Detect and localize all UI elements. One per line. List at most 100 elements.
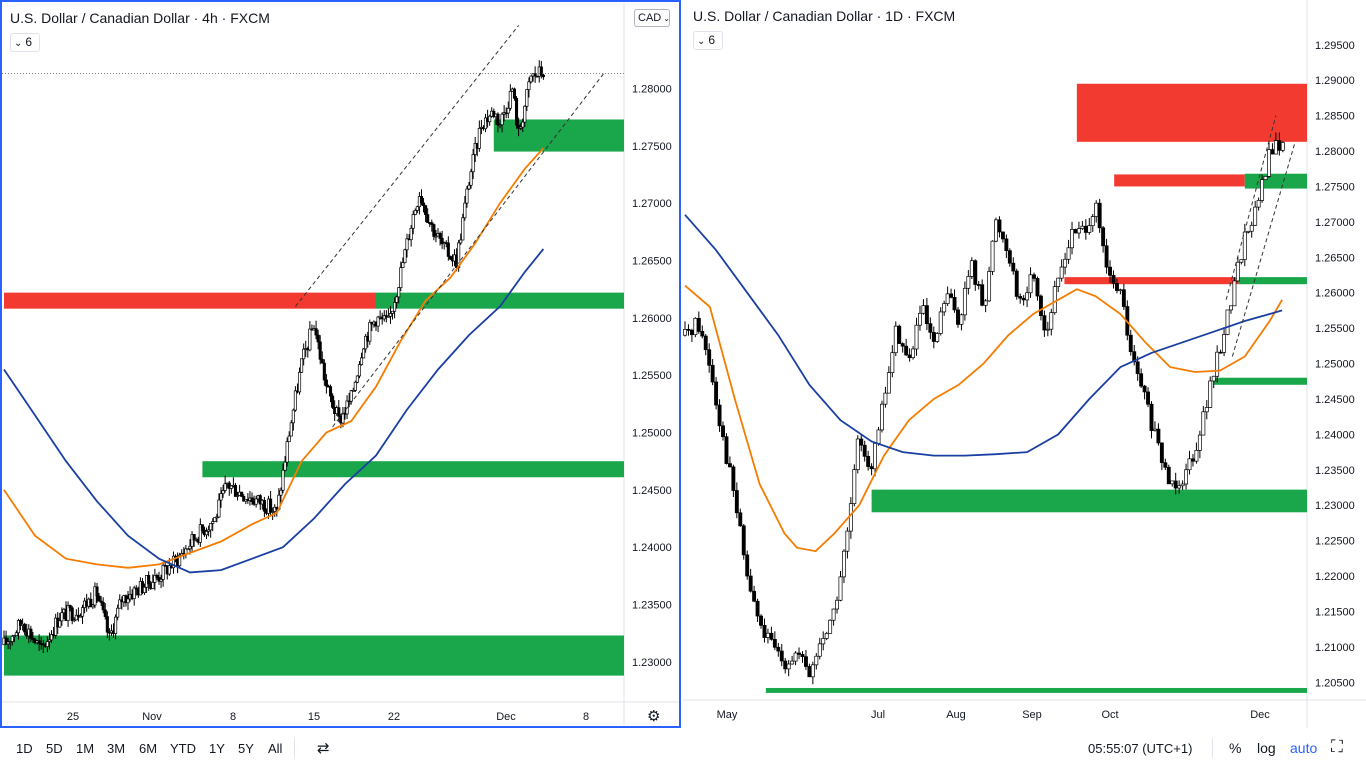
candle-body <box>240 491 244 497</box>
candle-body <box>4 637 8 645</box>
candle-body <box>797 652 801 655</box>
fullscreen-icon[interactable]: ⛶ <box>1331 737 1343 756</box>
candle-body <box>242 496 246 502</box>
candle-body <box>790 660 795 665</box>
candle-body <box>66 605 70 621</box>
candle-body <box>471 154 475 173</box>
candle-body <box>217 499 221 518</box>
candle-body <box>752 590 757 602</box>
currency-selector[interactable]: CAD ⌄ <box>634 9 670 27</box>
left-chart-canvas[interactable]: 1.28000 1.27500 1.27000 1.26500 1.26000 1.255… <box>2 2 679 726</box>
price-tick-label: 1.25500 <box>1315 323 1355 335</box>
candle-body <box>1070 229 1074 249</box>
candle-body <box>1004 238 1009 252</box>
price-tick-label: 1.27000 <box>632 198 672 210</box>
price-tick-label: 1.23000 <box>632 657 672 669</box>
candle-body <box>521 121 525 128</box>
candle-body <box>215 516 219 519</box>
candle-body <box>293 390 297 411</box>
candle-body <box>918 312 922 326</box>
candle-body <box>1235 261 1240 282</box>
candle-body <box>316 334 320 343</box>
candle-body <box>686 328 691 331</box>
candle-body <box>1232 280 1237 307</box>
candle-body <box>1132 351 1137 363</box>
candle-body <box>1059 266 1064 279</box>
trendline[interactable] <box>332 71 606 428</box>
candle-body <box>969 260 974 277</box>
candle-body <box>349 390 353 402</box>
candle-body <box>101 602 105 611</box>
range-button-5y[interactable]: 5Y <box>238 741 254 756</box>
candle-body <box>883 392 888 405</box>
range-button-1y[interactable]: 1Y <box>209 741 225 756</box>
candle-body <box>983 300 988 306</box>
left-chart-panel[interactable]: 1.28000 1.27500 1.27000 1.26500 1.26000 1.255… <box>0 0 681 728</box>
candle-body <box>211 521 215 524</box>
candle-body <box>1094 202 1099 217</box>
auto-toggle[interactable]: auto <box>1290 740 1318 756</box>
candle-body <box>132 587 136 599</box>
right-chart-panel[interactable]: 1.29500 1.29000 1.28500 1.28000 1.27500 1.270… <box>683 0 1366 728</box>
gear-icon[interactable]: ⚙ <box>647 708 661 725</box>
candle-body <box>390 310 395 314</box>
range-button-all[interactable]: All <box>268 741 283 756</box>
clock-time[interactable]: 05:55:07 (UTC+1) <box>1088 741 1193 756</box>
range-button-3m[interactable]: 3M <box>107 741 126 756</box>
time-tick-label: 15 <box>308 711 320 723</box>
candle-body <box>219 493 223 501</box>
candle-body <box>952 297 957 311</box>
candle-body <box>254 498 258 505</box>
right-chart-canvas[interactable]: 1.29500 1.29000 1.28500 1.28000 1.27500 1.270… <box>683 0 1366 728</box>
compare-icon[interactable]: ⇄ <box>317 740 330 757</box>
candle-body <box>395 296 399 303</box>
candle-body <box>41 643 45 646</box>
candle-body <box>1156 428 1161 444</box>
candle-body <box>285 441 289 463</box>
candle-body <box>465 188 469 204</box>
range-button-1m[interactable]: 1M <box>76 741 95 756</box>
candle-body <box>1208 380 1213 408</box>
trendline[interactable] <box>295 25 519 307</box>
time-tick-label: 8 <box>583 711 589 723</box>
candle-body <box>1149 403 1154 431</box>
candle-body <box>357 364 362 377</box>
candle-body <box>1035 278 1040 297</box>
candle-body <box>72 619 76 622</box>
candle-body <box>525 89 529 107</box>
candle-body <box>869 466 874 470</box>
candle-body <box>842 550 846 578</box>
right-interval-selector[interactable]: ⌄ 6 <box>693 31 723 50</box>
trendline[interactable] <box>1231 143 1296 357</box>
candle-body <box>70 607 74 621</box>
candle-body <box>1194 450 1199 462</box>
log-toggle[interactable]: log <box>1257 740 1276 756</box>
candle-body <box>426 214 430 223</box>
right-interval-value: 6 <box>708 33 716 47</box>
candle-body <box>541 74 545 78</box>
range-button-5d[interactable]: 5D <box>46 741 63 756</box>
percent-toggle[interactable]: % <box>1229 740 1242 756</box>
left-interval-selector[interactable]: ⌄ 6 <box>10 33 40 52</box>
range-button-1d[interactable]: 1D <box>16 741 33 756</box>
candle-body <box>31 637 35 640</box>
price-tick-label: 1.20500 <box>1315 677 1355 689</box>
candle-body <box>178 554 182 567</box>
chevron-down-icon: ⌄ <box>663 14 670 23</box>
candle-body <box>821 638 826 645</box>
candle-body <box>351 390 355 392</box>
range-button-6m[interactable]: 6M <box>139 741 158 756</box>
candle-body <box>1018 296 1023 299</box>
candle-body <box>362 348 366 359</box>
range-button-ytd[interactable]: YTD <box>170 741 196 756</box>
trendline[interactable] <box>1225 115 1277 300</box>
candle-body <box>405 238 409 251</box>
chevron-down-icon: ⌄ <box>697 36 706 47</box>
candle-body <box>1007 250 1012 264</box>
candle-body <box>1229 305 1233 311</box>
candle-body <box>962 287 967 316</box>
price-tick-label: 1.22500 <box>1315 536 1355 548</box>
candle-body <box>269 498 273 513</box>
candle-body <box>1163 462 1168 468</box>
right-chart-title: U.S. Dollar / Canadian Dollar · 1D · FXC… <box>693 8 956 24</box>
